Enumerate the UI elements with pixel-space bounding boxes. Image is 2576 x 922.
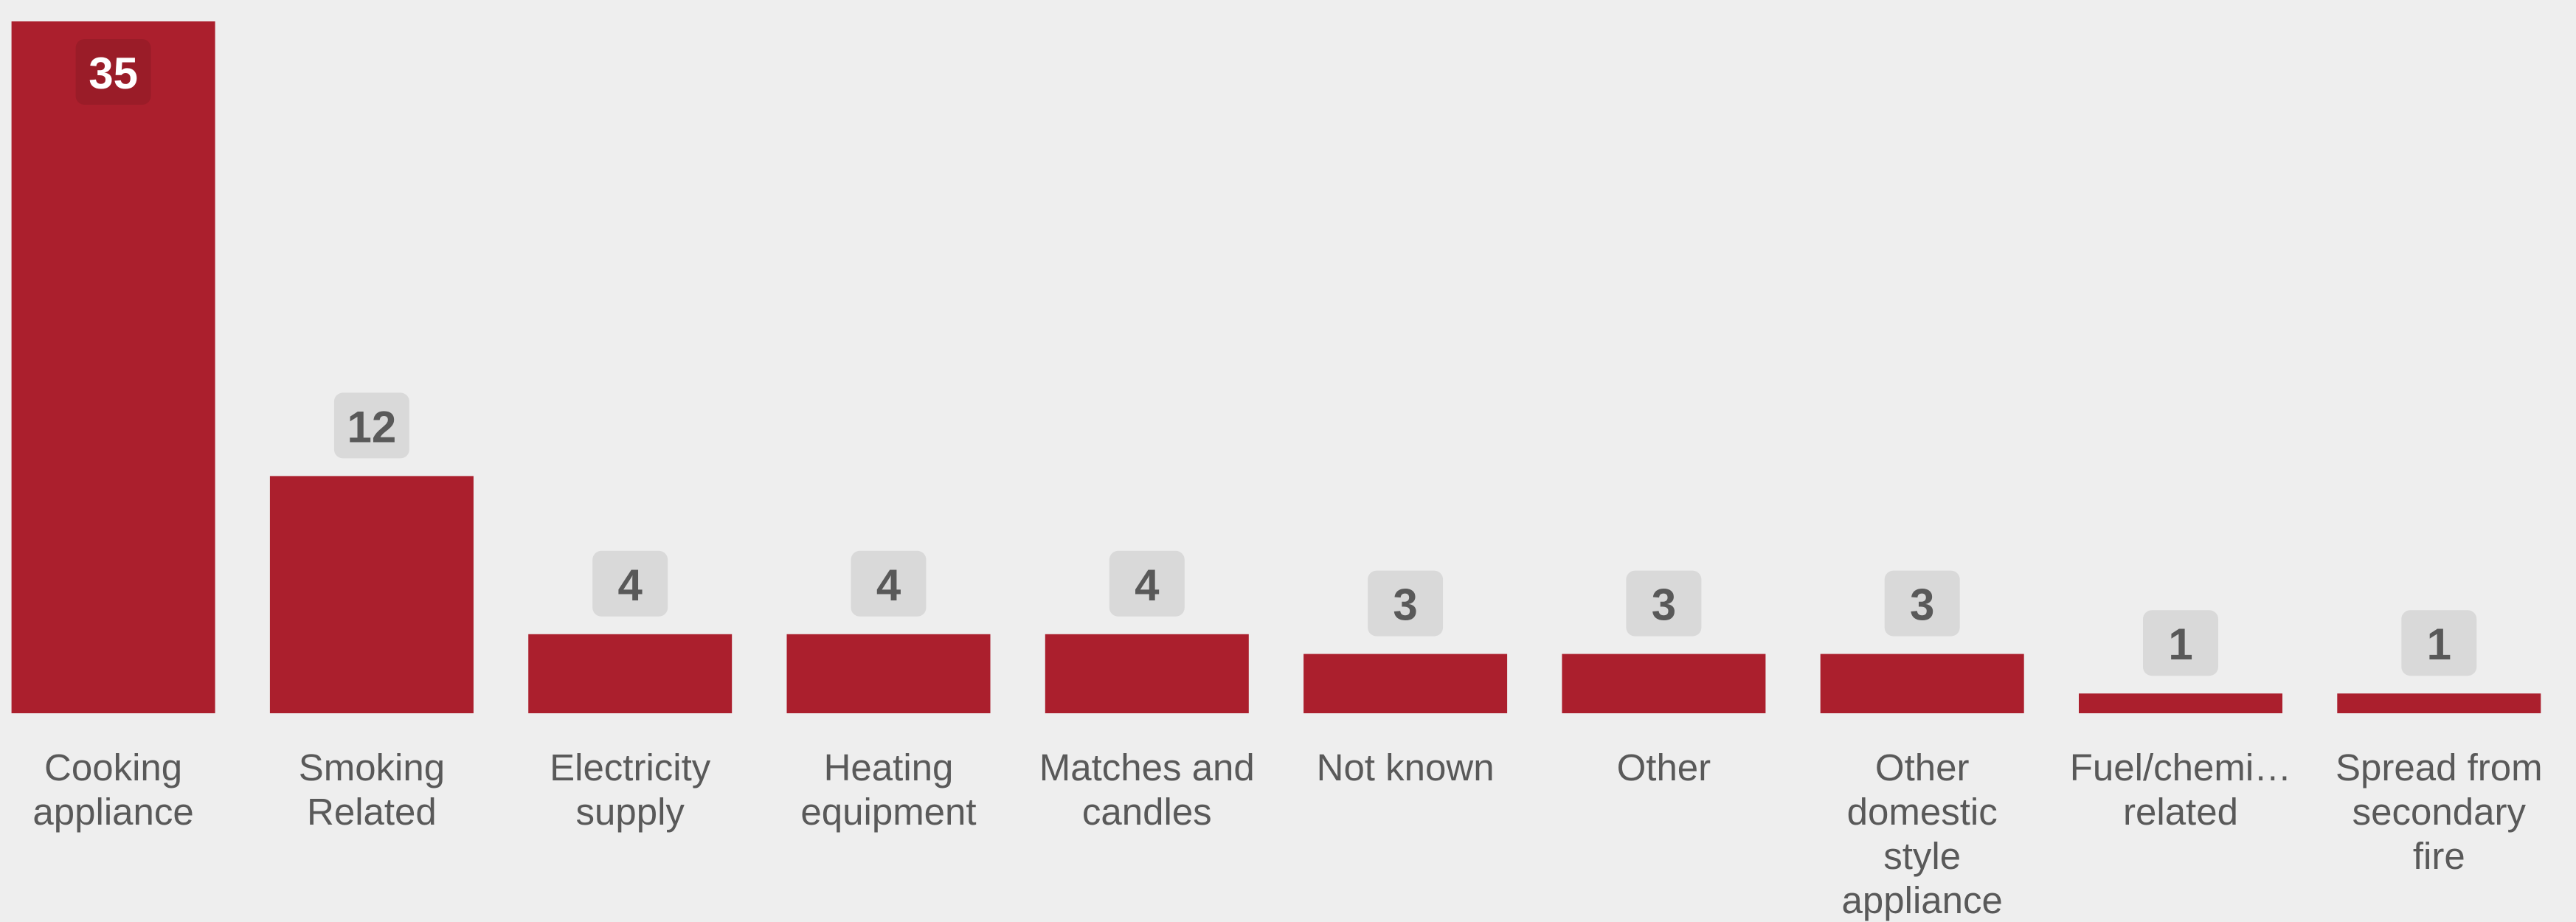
value-label-box [1626, 570, 1702, 637]
value-label: 3 [1393, 580, 1417, 630]
bar [786, 634, 991, 713]
bar [11, 21, 215, 713]
value-label: 3 [1910, 580, 1934, 630]
x-tick-label: Electricity supply [550, 746, 711, 833]
x-tick-label: Matches and candles [1039, 746, 1255, 833]
bar [269, 476, 474, 713]
value-label-box [1109, 550, 1185, 617]
value-label: 3 [1652, 580, 1676, 630]
value-label-box [333, 392, 409, 459]
value-label: 12 [347, 402, 397, 451]
value-label-box [75, 39, 151, 105]
value-label: 4 [876, 561, 901, 610]
value-label-box [592, 550, 668, 617]
value-label: 4 [1135, 561, 1160, 610]
value-label-box [1884, 570, 1960, 637]
bar [528, 634, 733, 713]
value-label: 35 [89, 49, 138, 98]
x-tick-label: Not known [1317, 746, 1495, 788]
value-label-box [851, 550, 927, 617]
value-label: 4 [618, 561, 643, 610]
x-tick-label: Smoking Related [299, 746, 445, 833]
bar [1820, 654, 2024, 713]
value-label-box [1368, 570, 1444, 637]
bar [1045, 634, 1249, 713]
x-tick-label: Cooking appliance [32, 746, 193, 833]
x-tick-label: Spread from secondary fire [2336, 746, 2543, 877]
value-label-box [2401, 610, 2477, 676]
bar [2079, 693, 2282, 713]
x-tick-label: Heating equipment [800, 746, 976, 833]
x-tick-label: Other [1617, 746, 1711, 788]
value-label: 1 [2168, 620, 2192, 669]
x-tick-label: Fuel/chemi… related [2070, 746, 2291, 833]
bar [1303, 654, 1508, 713]
value-label: 1 [2427, 620, 2451, 669]
x-tick-label: Other domestic style appliance [1842, 746, 2003, 921]
value-label-box [2143, 610, 2218, 676]
bar [1562, 654, 1766, 713]
bar [2337, 693, 2541, 713]
